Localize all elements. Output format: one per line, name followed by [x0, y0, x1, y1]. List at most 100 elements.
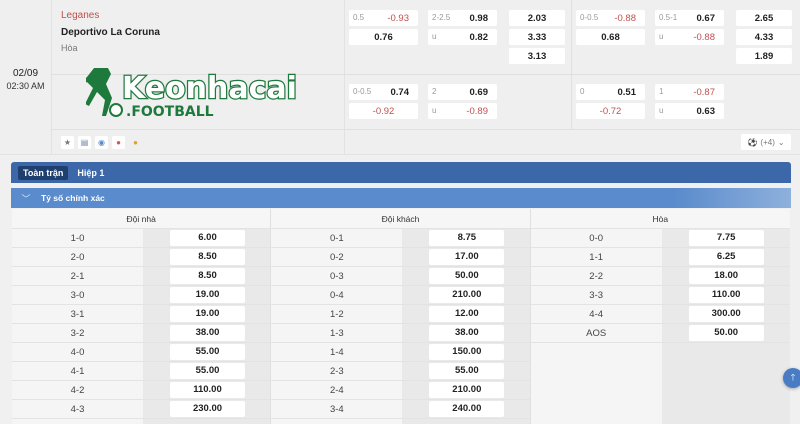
odds-value: 0.76 [374, 32, 393, 43]
section-header-correct-score[interactable]: ﹀ Tỷ số chính xác [11, 188, 791, 208]
score-odds-button[interactable]: 19.00 [170, 306, 245, 322]
score-odds-button[interactable]: 210.00 [429, 382, 505, 398]
score-odds-button[interactable]: 230.00 [170, 401, 245, 417]
score-label: 1-2 [329, 309, 344, 320]
odds-value: 0.98 [469, 13, 489, 24]
score-odds-button[interactable]: 8.50 [170, 249, 245, 265]
ft-1x2-odds[interactable]: 2.03 [509, 10, 565, 26]
score-odds-button[interactable]: 18.00 [688, 268, 764, 284]
score-label: 3-3 [589, 290, 604, 301]
score-label: 3-1 [70, 309, 85, 320]
score-odds-button[interactable]: 12.00 [429, 306, 505, 322]
score-row: 3-0 19.00 [12, 286, 271, 305]
score-row: 4-0 55.00 [12, 343, 271, 362]
tab-first-half[interactable]: Hiệp 1 [77, 167, 105, 178]
more-count: (+4) [760, 137, 775, 147]
ft-handicap-away[interactable]: 0.76 [349, 29, 418, 45]
score-label: 4-2 [70, 385, 85, 396]
score-odds-button[interactable]: 7.75 [688, 230, 764, 246]
h1-handicap-away[interactable]: -0.72 [576, 103, 645, 119]
score-row: 1-4 150.00 [271, 343, 530, 362]
home-team[interactable]: Leganes [61, 10, 100, 21]
score-odds-button[interactable]: 110.00 [688, 287, 764, 303]
scroll-to-top-button[interactable]: 🡑 [783, 368, 800, 388]
star-icon[interactable]: ★ [61, 136, 74, 149]
score-odds-button[interactable]: 240.00 [429, 401, 505, 417]
chevron-down-icon[interactable]: ﹀ [21, 193, 31, 204]
score-label: 2-3 [329, 366, 344, 377]
odds-value: -0.72 [599, 106, 622, 117]
score-odds-button[interactable]: 50.00 [688, 325, 764, 341]
score-odds-button[interactable]: 8.75 [429, 230, 505, 246]
odds-line: 0.5-1 [659, 13, 678, 22]
ft-under[interactable]: u -0.89 [428, 103, 497, 119]
h1-over[interactable]: 0.5-1 0.67 [655, 10, 724, 26]
h1-under[interactable]: u -0.88 [655, 29, 724, 45]
correct-score-table: Đội nhà 1-0 6.00 2-0 8.50 2-1 8.50 3-0 19.00 3-1 1… [12, 209, 790, 424]
score-label: 0-4 [329, 290, 344, 301]
score-odds-button[interactable]: 38.00 [170, 325, 245, 341]
score-odds-button[interactable]: 6.00 [170, 230, 245, 246]
soccer-ball-icon: ⚽ [747, 137, 758, 147]
eye-icon[interactable]: ◉ [95, 136, 108, 149]
score-row: 2-3 55.00 [271, 362, 530, 381]
score-odds-button[interactable]: 38.00 [429, 325, 505, 341]
h1-under[interactable]: u 0.63 [655, 103, 724, 119]
score-odds-button[interactable]: 300.00 [688, 306, 764, 322]
score-row: 4-3 230.00 [12, 400, 271, 419]
score-label: 4-1 [70, 366, 85, 377]
score-odds-button[interactable]: 8.50 [170, 268, 245, 284]
score-odds-button[interactable]: 110.00 [170, 382, 245, 398]
odds-line: u [432, 32, 437, 41]
fire-icon[interactable]: ● [112, 136, 125, 149]
score-odds-button[interactable]: 55.00 [429, 363, 505, 379]
score-row: 0-1 8.75 [271, 229, 530, 248]
odds-value: 0.68 [601, 32, 620, 43]
medal-icon[interactable]: ● [133, 138, 138, 147]
score-odds-button[interactable]: 150.00 [429, 344, 505, 360]
odds-value: -0.93 [387, 13, 409, 24]
score-odds-button[interactable]: 50.00 [429, 268, 505, 284]
h1-1x2-odds[interactable]: 1.89 [736, 48, 792, 64]
score-odds-button[interactable]: 6.25 [688, 249, 764, 265]
svg-text:Keonhacai: Keonhacai [122, 71, 297, 106]
tab-full-match[interactable]: Toàn trận [18, 165, 69, 180]
score-label: 1-3 [329, 328, 344, 339]
ft-handicap-home[interactable]: 0-0.5 0.74 [349, 84, 418, 100]
odds-line: u [432, 106, 437, 115]
ft-1x2-odds[interactable]: 3.13 [509, 48, 565, 64]
more-markets-button[interactable]: ⚽ (+4) ⌄ [741, 134, 791, 150]
match-date: 02/09 [12, 68, 39, 79]
section-title: Tỷ số chính xác [41, 193, 105, 203]
score-odds-button[interactable]: 55.00 [170, 344, 245, 360]
column-header: Hòa [530, 209, 790, 229]
away-team[interactable]: Deportivo La Coruna [61, 27, 160, 38]
score-label: 4-3 [70, 404, 85, 415]
stats-icon[interactable]: ▤ [78, 136, 91, 149]
h1-over[interactable]: 1 -0.87 [655, 84, 724, 100]
odds-line: 0-0.5 [353, 87, 372, 96]
ft-1x2-odds[interactable]: 3.33 [509, 29, 565, 45]
score-label: 3-4 [329, 404, 344, 415]
score-odds-button[interactable]: 19.00 [170, 287, 245, 303]
ft-handicap-away[interactable]: -0.92 [349, 103, 418, 119]
score-odds-button[interactable]: 55.00 [170, 363, 245, 379]
h1-handicap-away[interactable]: 0.68 [576, 29, 645, 45]
h1-1x2-odds[interactable]: 4.33 [736, 29, 792, 45]
h1-handicap-home[interactable]: 0 0.51 [576, 84, 645, 100]
odds-value: 0.51 [617, 87, 637, 98]
score-column: Hòa 0-0 7.75 1-1 6.25 2-2 18.00 3-3 110.00 4-4 300… [530, 209, 790, 424]
score-row: 2-1 8.50 [12, 267, 271, 286]
ft-over[interactable]: 2 0.69 [428, 84, 497, 100]
odds-value: 1.89 [754, 51, 774, 62]
match-teams: Leganes Deportivo La Coruna Hòa [52, 0, 345, 155]
ft-handicap-home[interactable]: 0.5 -0.93 [349, 10, 418, 26]
h1-handicap-home[interactable]: 0-0.5 -0.88 [576, 10, 645, 26]
ft-under[interactable]: u 0.82 [428, 29, 497, 45]
score-odds-button[interactable]: 17.00 [429, 249, 505, 265]
odds-value: -0.88 [614, 13, 636, 24]
ft-over[interactable]: 2-2.5 0.98 [428, 10, 497, 26]
score-odds-button[interactable]: 210.00 [429, 287, 505, 303]
odds-line: 1 [659, 87, 664, 96]
h1-1x2-odds[interactable]: 2.65 [736, 10, 792, 26]
